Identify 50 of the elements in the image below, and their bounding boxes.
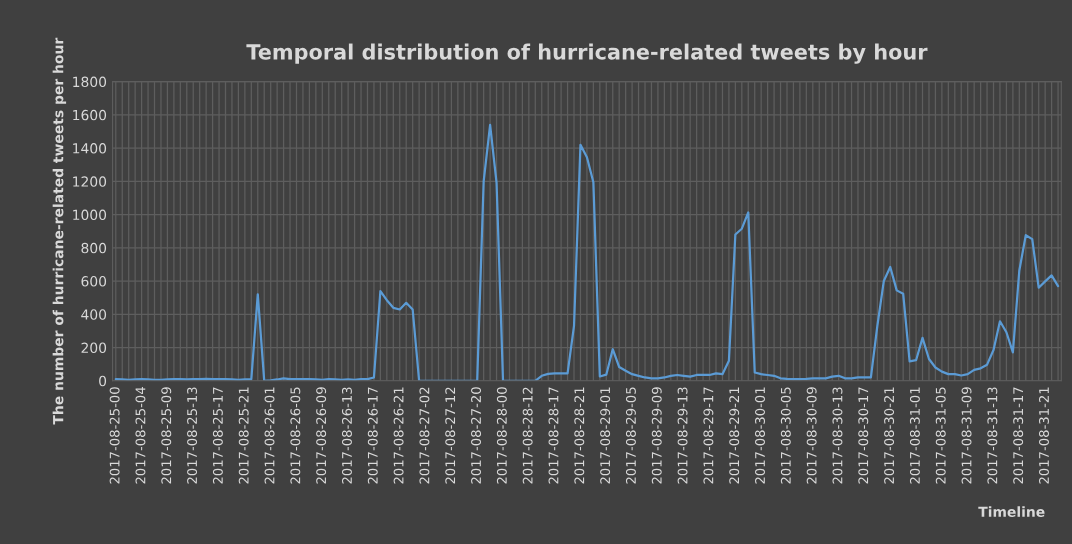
x-tick-label: 2017-08-31-05 (935, 387, 946, 484)
y-axis-title: The number of hurricane-related tweets per hour (52, 37, 67, 425)
x-tick-label: 2017-08-31-09 (961, 387, 972, 484)
x-tick-label: 2017-08-30-05 (780, 387, 791, 484)
x-tick-label: 2017-08-27-02 (419, 387, 430, 484)
x-tick-label: 2017-08-28-21 (574, 387, 585, 484)
y-tick-label: 800 (81, 242, 107, 254)
x-tick-label: 2017-08-29-05 (625, 387, 636, 484)
x-tick-label: 2017-08-25-00 (109, 387, 120, 484)
chart-title: Temporal distribution of hurricane-related tweets by hour (246, 43, 928, 64)
x-tick-label: 2017-08-29-17 (703, 387, 714, 484)
x-tick-label: 2017-08-26-01 (264, 387, 275, 484)
x-tick-label: 2017-08-30-13 (832, 387, 843, 484)
x-tick-label: 2017-08-27-20 (471, 387, 482, 484)
x-tick-label: 2017-08-31-13 (987, 387, 998, 484)
x-tick-label: 2017-08-30-01 (755, 387, 765, 484)
x-tick-label: 2017-08-30-17 (858, 387, 869, 484)
x-tick-label: 2017-08-25-04 (135, 387, 146, 484)
y-tick-label: 200 (81, 342, 107, 354)
x-tick-label: 2017-08-30-09 (806, 387, 817, 484)
x-tick-label: 2017-08-26-05 (290, 387, 301, 484)
x-tick-label: 2017-08-29-21 (729, 387, 740, 484)
x-tick-label: 2017-08-26-09 (316, 387, 327, 484)
y-tick-label: 1800 (73, 76, 107, 88)
x-tick-label: 2017-08-30-21 (884, 387, 895, 484)
y-tick-label: 1400 (73, 143, 107, 154)
x-tick-label: 2017-08-25-17 (212, 387, 223, 484)
x-tick-label: 2017-08-26-13 (341, 387, 352, 484)
x-tick-label: 2017-08-25-09 (161, 387, 172, 484)
x-tick-label: 2017-08-31-01 (909, 387, 920, 484)
x-tick-label: 2017-08-28-12 (522, 387, 533, 484)
x-tick-label: 2017-08-25-13 (187, 387, 198, 484)
y-tick-label: 400 (81, 309, 107, 320)
y-tick-label: 600 (81, 276, 107, 287)
x-tick-label: 2017-08-31-17 (1013, 387, 1024, 484)
x-tick-label: 2017-08-29-01 (600, 387, 611, 484)
y-tick-label: 1200 (73, 176, 107, 187)
x-tick-label: 2017-08-25-21 (238, 387, 249, 484)
x-tick-label: 2017-08-29-13 (677, 387, 688, 484)
x-tick-label: 2017-08-29-09 (651, 387, 662, 484)
x-tick-label: 2017-08-27-12 (445, 387, 456, 484)
x-axis-title: Timeline (978, 506, 1045, 517)
x-tick-label: 2017-08-31-21 (1038, 387, 1049, 484)
x-tick-label: 2017-08-26-21 (393, 387, 404, 484)
y-tick-label: 0 (99, 375, 107, 387)
y-tick-label: 1000 (73, 209, 107, 221)
x-tick-label: 2017-08-28-17 (548, 387, 559, 484)
x-tick-label: 2017-08-26-17 (367, 387, 378, 484)
y-tick-label: 1600 (73, 109, 107, 121)
x-tick-label: 2017-08-28-00 (496, 387, 507, 484)
